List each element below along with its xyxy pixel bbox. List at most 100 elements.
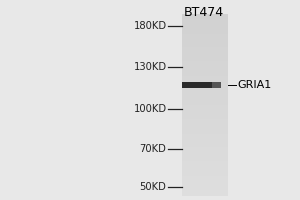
Bar [182,105,228,107]
Bar [182,114,228,116]
Bar [182,97,228,99]
Bar [182,93,228,94]
Bar [182,58,228,60]
Bar [182,132,228,134]
Bar [182,85,228,87]
Bar [182,20,228,22]
Bar [182,108,228,110]
Bar [182,17,228,19]
Bar [182,146,228,147]
Bar [182,143,228,144]
Bar [182,173,228,175]
Bar [182,179,228,181]
Bar [182,134,228,135]
Text: 50KD: 50KD [140,182,166,192]
Bar [182,184,228,185]
Bar [182,126,228,128]
Bar [182,175,228,176]
Bar [182,90,228,91]
Bar [182,149,228,150]
Bar [182,138,228,140]
Bar [182,40,228,41]
Bar [182,35,228,37]
Bar [182,176,228,178]
Bar [182,38,228,40]
Bar [182,153,228,155]
Bar [182,182,228,184]
Text: GRIA1: GRIA1 [237,80,271,90]
Bar [182,76,228,78]
Bar [182,165,228,167]
Bar [182,185,228,187]
Bar [182,147,228,149]
Bar [182,59,228,61]
Bar [182,112,228,114]
Bar [182,64,228,66]
Bar [182,162,228,164]
Bar [182,88,228,90]
Bar [182,121,228,123]
Bar [182,37,228,38]
Bar [182,70,228,72]
Bar [182,61,228,63]
Bar [182,159,228,161]
Bar [182,71,228,73]
Bar [182,46,228,47]
Text: 100KD: 100KD [134,104,166,114]
Bar [182,43,228,44]
Bar [182,100,228,102]
Bar [182,30,228,32]
Bar [182,62,228,64]
Bar [182,27,228,29]
Bar [182,135,228,137]
Bar [182,15,228,17]
Bar [182,128,228,129]
Text: 130KD: 130KD [134,62,166,72]
Bar [182,34,228,35]
Bar [182,41,228,43]
Bar [182,178,228,179]
Bar [182,181,228,182]
Bar [182,56,228,58]
Bar [182,120,228,122]
Bar [182,49,228,50]
Bar [182,158,228,160]
Bar [182,190,228,191]
Bar [182,131,228,132]
Bar [182,167,228,169]
Bar [182,44,228,46]
Bar [182,117,228,119]
Bar [182,156,228,158]
Bar [182,115,228,117]
Bar [182,111,228,113]
Bar [182,170,228,172]
Bar [182,29,228,31]
Bar [182,102,228,103]
Bar [182,26,228,28]
Text: BT474: BT474 [184,6,224,19]
Bar [182,68,228,70]
Bar [182,21,228,23]
Bar [182,129,228,131]
Bar [182,194,228,196]
Bar [182,82,228,84]
Bar [182,77,228,79]
Bar [182,152,228,154]
Bar [182,74,228,76]
Bar [182,87,228,88]
Bar [182,94,228,96]
Bar [182,52,228,53]
Bar [182,55,228,56]
Bar [182,168,228,170]
Bar [182,47,228,49]
Bar [182,172,228,173]
Bar [182,150,228,152]
Bar [182,23,228,25]
Bar [182,99,228,100]
Bar [182,73,228,75]
Bar [182,67,228,69]
Text: 70KD: 70KD [140,144,166,154]
Bar [182,18,228,20]
Bar [182,14,228,16]
Bar [182,82,221,88]
